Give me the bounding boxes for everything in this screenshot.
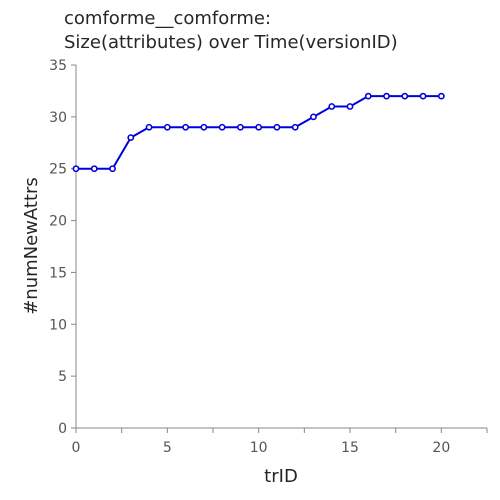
data-point xyxy=(255,123,263,131)
data-point xyxy=(291,123,299,131)
data-point xyxy=(200,123,208,131)
y-tick-label: 10 xyxy=(49,317,67,333)
y-tick-label: 5 xyxy=(58,369,67,385)
x-tick-label: 20 xyxy=(432,440,450,456)
chart-title-line-2: Size(attributes) over Time(versionID) xyxy=(64,32,398,53)
data-point xyxy=(182,123,189,131)
axes: 0 5 10 15 20 25 30 35 0 5 10 15 20 xyxy=(49,58,488,456)
data-point xyxy=(109,165,116,173)
chart-title-line-1: comforme__comforme: xyxy=(64,8,272,29)
chart-title: comforme__comforme: Size(attributes) ove… xyxy=(64,7,494,55)
y-tick-label: 0 xyxy=(58,421,67,437)
data-point xyxy=(163,123,171,131)
data-point xyxy=(145,123,153,131)
data-point xyxy=(419,92,427,100)
data-point xyxy=(328,103,336,110)
data-point xyxy=(72,165,80,173)
data-point xyxy=(310,113,317,121)
data-point xyxy=(364,92,372,100)
data-point xyxy=(127,134,135,141)
y-tick-label: 15 xyxy=(49,265,67,281)
data-point xyxy=(346,103,354,110)
y-tick-label: 20 xyxy=(49,214,67,230)
x-tick-label: 10 xyxy=(250,440,268,456)
data-point xyxy=(90,165,98,173)
y-tick-label: 25 xyxy=(49,162,67,178)
data-point xyxy=(383,92,390,100)
data-point xyxy=(401,92,409,100)
data-point xyxy=(437,92,445,100)
data-point xyxy=(273,123,281,131)
y-axis-label: #numNewAttrs xyxy=(21,177,42,315)
x-tick-label: 15 xyxy=(341,440,359,456)
data-point xyxy=(218,123,226,131)
y-tick-label: 35 xyxy=(49,58,67,74)
x-axis-label: trID xyxy=(264,466,298,487)
x-tick-label: 5 xyxy=(163,440,172,456)
data-point xyxy=(236,123,244,131)
y-tick-label: 30 xyxy=(49,110,67,126)
x-tick-label: 0 xyxy=(72,440,81,456)
plot-area xyxy=(72,92,445,173)
series-line xyxy=(76,95,442,170)
